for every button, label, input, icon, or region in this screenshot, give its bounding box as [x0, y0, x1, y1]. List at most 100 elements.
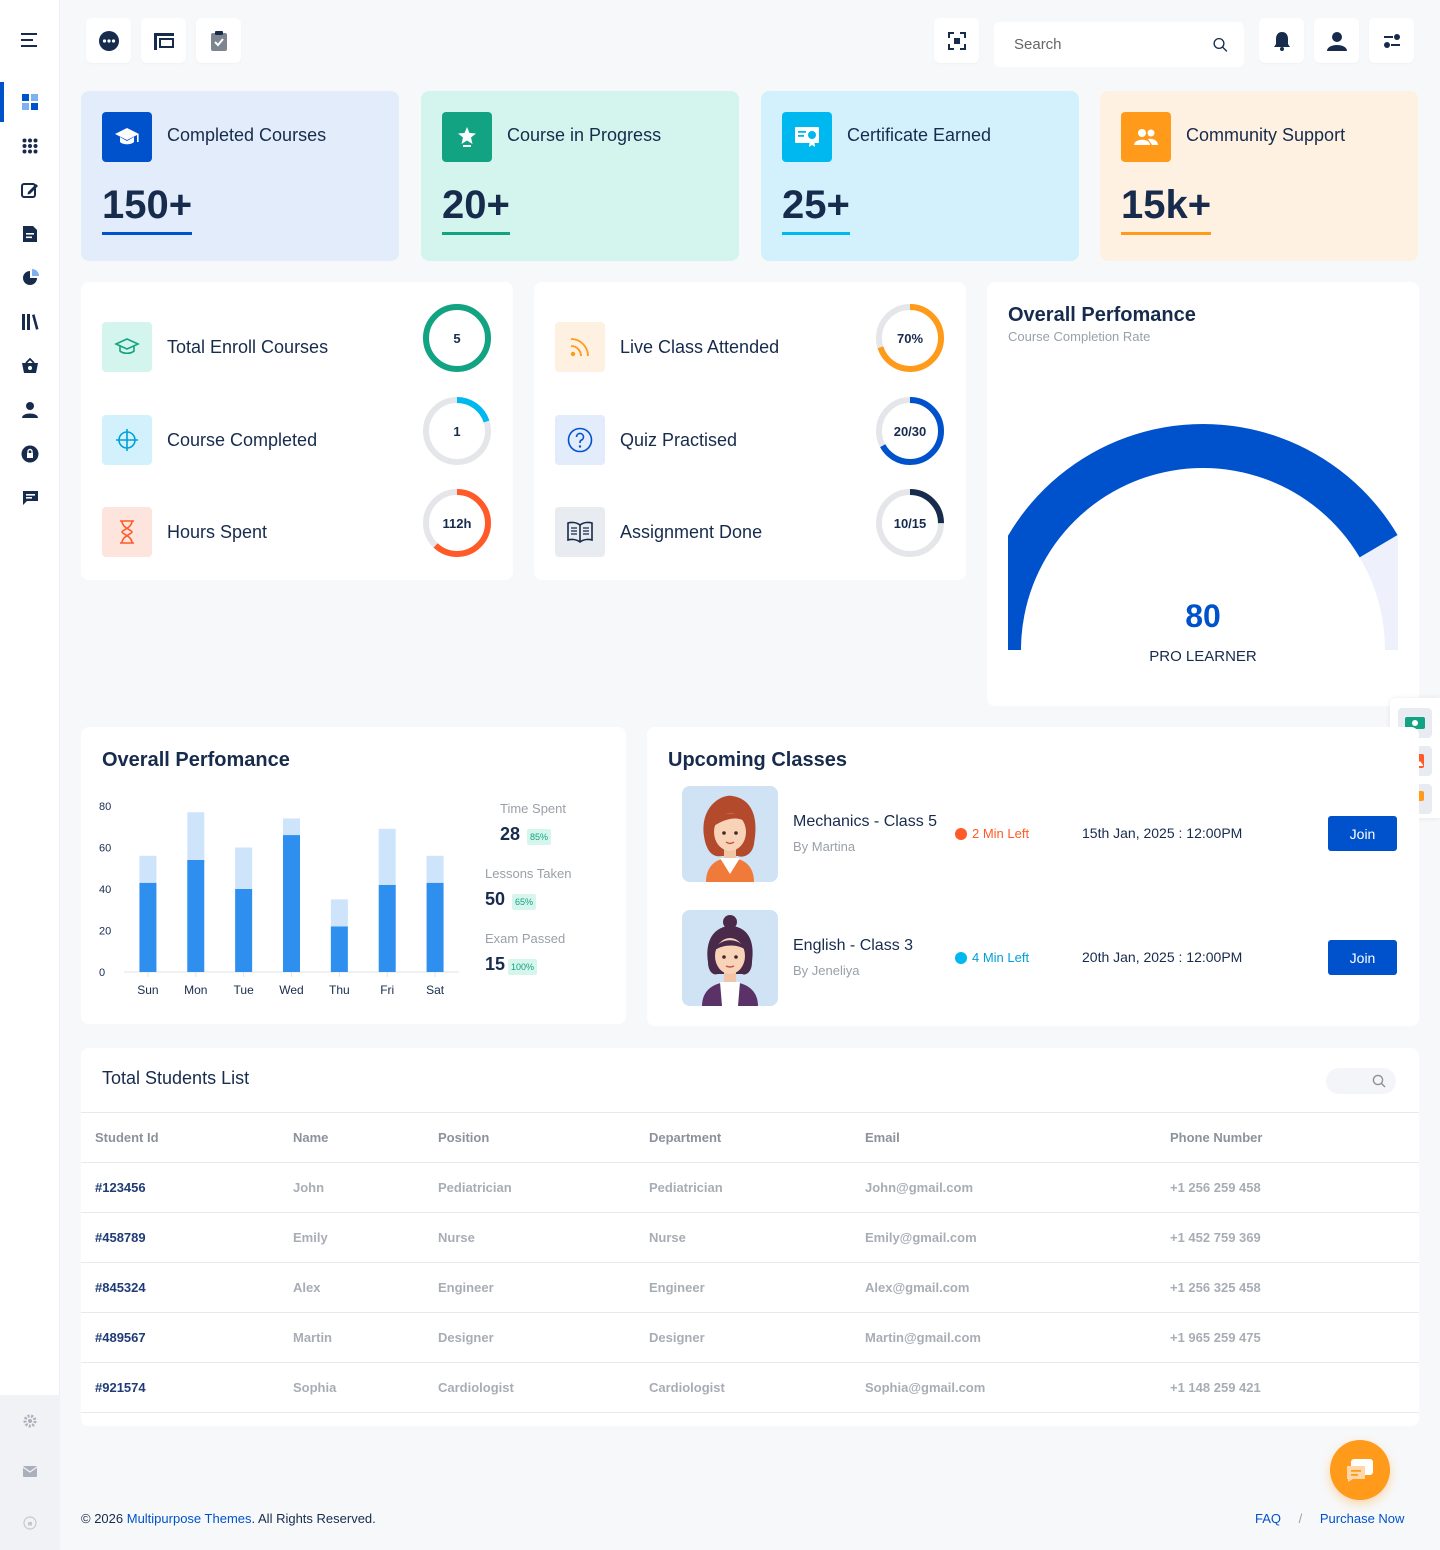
logout-button[interactable]: [0, 1497, 60, 1548]
footer-copyright: © 2026 Multipurpose Themes. All Rights R…: [81, 1511, 376, 1526]
x-tick-label: Sat: [426, 983, 445, 997]
table-search[interactable]: [1326, 1068, 1396, 1094]
join-class-button[interactable]: Join: [1328, 940, 1397, 975]
purchase-now-link[interactable]: Purchase Now: [1319, 1511, 1405, 1526]
whiteboard-icon: [153, 32, 174, 50]
sidebar: [0, 0, 60, 1550]
column-header-email[interactable]: Email: [851, 1112, 1156, 1163]
apps-grid-icon: [22, 138, 38, 154]
ellipsis-circle-icon: [98, 30, 119, 51]
profile-button[interactable]: [1314, 18, 1359, 63]
toggles-icon: [1383, 33, 1400, 48]
cell-phone: +1 452 759 369: [1156, 1212, 1419, 1263]
ring-value: 5: [453, 330, 461, 346]
bar-mon-series-1: [187, 812, 205, 860]
sidebar-item-dashboard[interactable]: [0, 80, 60, 124]
class-time-left: 2 Min Left: [955, 826, 1029, 841]
cell-phone: +1 148 259 421: [1156, 1362, 1419, 1413]
cell-student-id: #845324: [81, 1262, 279, 1313]
menu-toggle-button[interactable]: [10, 20, 50, 60]
cell-student-id: #921574: [81, 1362, 279, 1413]
chat-fab-button[interactable]: [1330, 1440, 1390, 1500]
metric-row: Live Class Attended 70%: [555, 302, 945, 372]
settings-toggle-button[interactable]: [1369, 18, 1414, 63]
lock-circle-icon: [21, 445, 39, 463]
stat-card-certificate-earned: Certificate Earned 25+: [761, 91, 1079, 261]
teacher-avatar: [682, 910, 778, 1006]
table-row[interactable]: #489567 Martin Designer Designer Martin@…: [81, 1312, 1419, 1363]
cell-phone: +1 256 325 458: [1156, 1262, 1419, 1313]
ring-value: 1: [453, 423, 461, 439]
sidebar-item-messages[interactable]: [0, 476, 60, 520]
chat-icon: [23, 491, 38, 505]
fullscreen-icon: [947, 31, 966, 50]
copyright-suffix: . All Rights Reserved.: [251, 1511, 376, 1526]
sidebar-nav: [0, 80, 60, 520]
column-header-position[interactable]: Position: [424, 1112, 635, 1163]
progress-ring: 70%: [874, 302, 946, 374]
sidebar-item-users[interactable]: [0, 388, 60, 432]
rss-icon: [555, 322, 605, 372]
x-tick-label: Tue: [234, 983, 255, 997]
stat-value: 150+: [102, 183, 193, 235]
search-icon[interactable]: [1213, 35, 1228, 55]
cell-department: Cardiologist: [635, 1362, 851, 1413]
classes-title: Upcoming Classes: [668, 749, 847, 771]
column-header-name[interactable]: Name: [279, 1112, 424, 1163]
graduation-cap-outline-icon: [102, 322, 152, 372]
settings-button[interactable]: [0, 1395, 60, 1446]
column-header-student-id[interactable]: Student Id: [81, 1112, 279, 1163]
footer-links: FAQ / Purchase Now: [1255, 1511, 1404, 1526]
sidebar-item-shop[interactable]: [0, 344, 60, 388]
mail-button[interactable]: [0, 1446, 60, 1497]
fullscreen-button[interactable]: [934, 18, 979, 63]
table-row[interactable]: #845324 Alex Engineer Engineer Alex@gmai…: [81, 1262, 1419, 1313]
users-icon: [1121, 112, 1171, 162]
cell-student-id: #458789: [81, 1212, 279, 1263]
status-dot: [955, 951, 967, 964]
bar-sat-series-1: [426, 855, 444, 883]
summary-value: 15: [485, 954, 506, 974]
cell-student-id: #489567: [81, 1312, 279, 1363]
more-options-button[interactable]: [86, 18, 131, 63]
y-tick-label: 0: [99, 967, 105, 979]
notifications-button[interactable]: [1259, 18, 1304, 63]
metric-row: Assignment Done 10/15: [555, 487, 945, 557]
tasks-button[interactable]: [196, 18, 241, 63]
search-input[interactable]: [1014, 36, 1213, 53]
summary-percent-badge: 85%: [527, 829, 552, 845]
sidebar-item-apps[interactable]: [0, 124, 60, 168]
faq-link[interactable]: FAQ: [1255, 1511, 1282, 1526]
stat-label: Community Support: [1186, 125, 1346, 145]
sidebar-item-library[interactable]: [0, 300, 60, 344]
column-header-department[interactable]: Department: [635, 1112, 851, 1163]
sidebar-item-reports[interactable]: [0, 256, 60, 300]
progress-ring: 5: [421, 302, 493, 374]
stat-card-completed-courses: Completed Courses 150+: [81, 91, 399, 261]
metric-label: Total Enroll Courses: [167, 337, 329, 357]
gauge-value: 80: [1185, 598, 1221, 634]
ring-value: 112h: [442, 515, 472, 531]
ring-progress: [876, 397, 944, 465]
cell-email: Sophia@gmail.com: [851, 1362, 1156, 1413]
table-row[interactable]: #458789 Emily Nurse Nurse Emily@gmail.co…: [81, 1212, 1419, 1263]
column-header-phone[interactable]: Phone Number: [1156, 1112, 1419, 1163]
brand-link[interactable]: Multipurpose Themes: [126, 1511, 252, 1526]
sidebar-item-security[interactable]: [0, 432, 60, 476]
metrics-card-learning: Total Enroll Courses 5 Course Completed …: [81, 282, 513, 580]
class-teacher: By Jeneliya: [793, 963, 860, 978]
bar-tue-series-0: [235, 889, 253, 972]
cell-email: Martin@gmail.com: [851, 1312, 1156, 1363]
bar-sun-series-1: [139, 855, 157, 883]
table-row[interactable]: #921574 Sophia Cardiologist Cardiologist…: [81, 1362, 1419, 1413]
ring-progress: [423, 397, 491, 465]
board-button[interactable]: [141, 18, 186, 63]
sidebar-item-documents[interactable]: [0, 212, 60, 256]
sidebar-item-edit[interactable]: [0, 168, 60, 212]
table-row[interactable]: #123456 John Pediatrician Pediatrician J…: [81, 1162, 1419, 1213]
upcoming-classes-card: Upcoming Classes Mechanics - Class 5 By …: [647, 727, 1419, 1026]
progress-ring: 20/30: [874, 395, 946, 467]
join-class-button[interactable]: Join: [1328, 816, 1397, 851]
copyright-prefix: © 2026: [81, 1511, 127, 1526]
stat-value: 15k+: [1121, 183, 1212, 235]
